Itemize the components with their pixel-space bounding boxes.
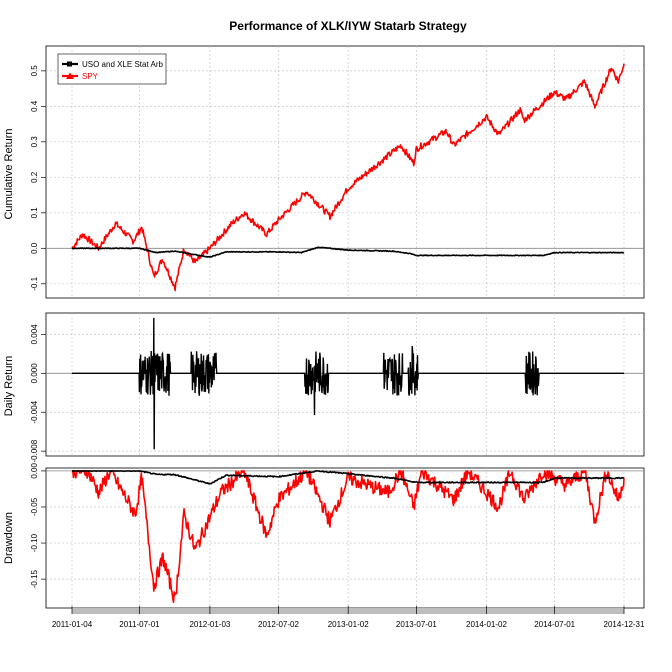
series-layer [71, 63, 625, 604]
cumulative-panel-frame [45, 45, 645, 299]
y-tick-label-p1-2: 0.000 [30, 363, 39, 384]
y-tick-label-p0-3: 0.2 [30, 171, 39, 183]
grid-layer [46, 46, 644, 608]
y-tick-label-p0-0: -0.1 [30, 276, 39, 290]
drawdown-ylabel: Drawdown [3, 512, 15, 564]
x-tick-label-5: 2013-07-01 [396, 620, 437, 629]
y-tick-layer: -0.1 0.0 0.1 0.2 0.3 0.4 0.5 -0.008 -0.004 0.000 0… [30, 65, 46, 588]
x-tick-label-4: 2013-01-02 [328, 620, 369, 629]
x-tick-label-8: 2014-12-31 [604, 620, 645, 629]
drawdown-strategy-line [71, 470, 625, 485]
legend-marker-spy [66, 72, 74, 79]
x-tick-label-7: 2014-07-01 [534, 620, 575, 629]
y-tick-label-p2-2: -0.05 [30, 497, 39, 516]
y-tick-label-p2-0: -0.15 [30, 569, 39, 588]
legend-label-spy: SPY [82, 72, 99, 81]
legend: USO and XLE Stat Arb SPY [57, 53, 167, 85]
cumulative-strategy-line [71, 246, 625, 258]
x-tick-label-6: 2014-01-02 [466, 620, 507, 629]
x-axis-layer: 2011-01-04 2011-07-01 2012-01-03 2012-07-02… [52, 606, 645, 629]
y-tick-label-p2-1: -0.10 [30, 533, 39, 552]
legend-marker-strategy [67, 61, 72, 67]
daily-ylabel: Daily Return [3, 356, 15, 417]
daily-return-line [72, 317, 624, 450]
y-tick-label-p0-1: 0.0 [30, 242, 39, 254]
y-tick-label-p1-1: -0.004 [30, 400, 39, 423]
y-tick-label-p2-3: 0.00 [30, 463, 39, 479]
y-tick-label-p1-3: 0.004 [30, 324, 39, 345]
cumulative-spy-line [71, 63, 625, 292]
y-tick-label-p1-0: -0.008 [30, 439, 39, 462]
x-tick-label-1: 2011-07-01 [119, 620, 160, 629]
y-tick-label-p0-4: 0.3 [30, 136, 39, 148]
x-tick-label-0: 2011-01-04 [52, 620, 93, 629]
x-tick-label-2: 2012-01-03 [189, 620, 230, 629]
legend-box [57, 53, 167, 85]
cumulative-ylabel: Cumulative Return [3, 128, 15, 219]
daily-panel-frame [45, 312, 645, 457]
chart-title: Performance of XLK/IYW Statarb Strategy [229, 19, 467, 33]
x-tick-label-3: 2012-07-02 [258, 620, 299, 629]
y-tick-label-p0-2: 0.1 [30, 207, 39, 219]
y-tick-label-p0-5: 0.4 [30, 100, 39, 112]
y-tick-label-p0-6: 0.5 [30, 65, 39, 77]
legend-label-strategy: USO and XLE Stat Arb [82, 60, 163, 69]
